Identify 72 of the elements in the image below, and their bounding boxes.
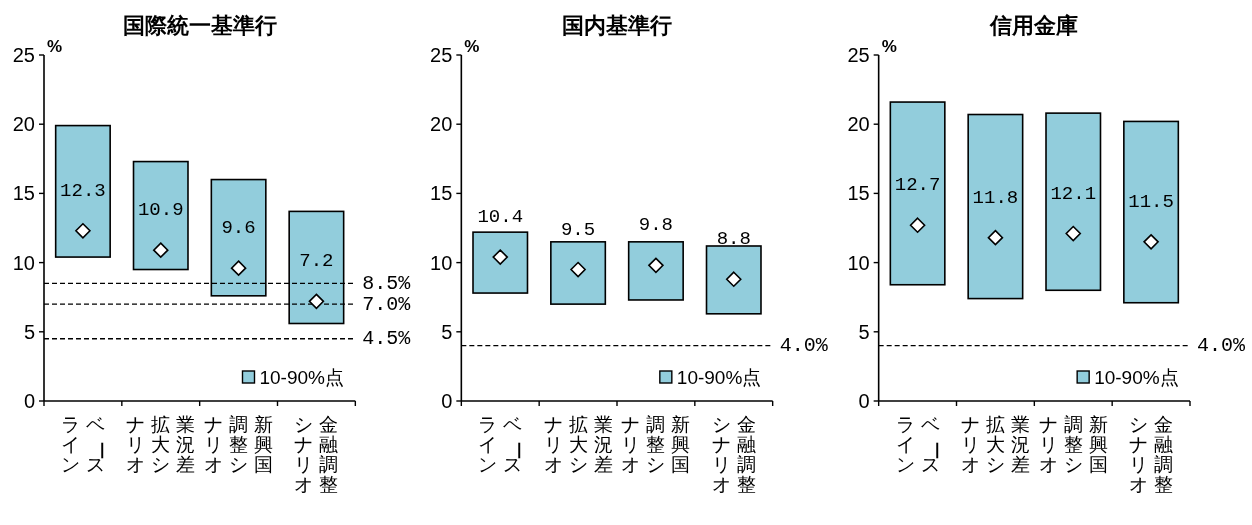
y-tick-label: 10 [12,251,35,274]
ref-line-label: 8.5% [362,271,412,295]
data-label: 7.2 [299,250,334,273]
data-label: 8.8 [716,228,751,251]
point [308,293,325,310]
category-label: 業況差拡大シナリオ [543,413,613,475]
point [987,229,1004,246]
bar [550,241,607,305]
chart-title: 信用金庫 [989,13,1079,38]
bar [889,101,946,286]
y-tick-label: 20 [430,113,453,136]
y-axis-title: % [464,37,480,56]
category-label: 業況差拡大シナリオ [126,413,196,475]
y-tick-label: 20 [847,113,870,136]
data-label: 10.4 [477,206,524,229]
y-tick-label: 0 [858,390,870,412]
y-tick-label: 5 [858,320,870,343]
ref-line-label: 4.5% [362,327,412,351]
y-tick-label: 25 [847,44,870,66]
y-tick-label: 5 [23,320,35,343]
bar [1045,112,1102,292]
y-tick-label: 25 [12,44,35,66]
y-tick-label: 15 [430,182,453,205]
category-label: 金融調整シナリオ [1129,413,1174,495]
bar [54,124,111,258]
ref-line-label: 7.0% [362,292,412,316]
bar [705,245,762,315]
data-label: 12.1 [1050,182,1097,205]
ref-line-label: 4.0% [1197,334,1247,358]
bar [627,241,684,301]
category-label: 新興国調整シナリオ [621,413,691,475]
ref-line-label: 4.0% [779,334,829,358]
point [1065,225,1082,242]
y-tick-label: 25 [430,44,453,66]
y-tick-label: 0 [441,390,453,412]
data-label: 11.5 [1128,190,1174,213]
legend-label: 10-90%点 [676,366,762,388]
category-label: 新興国調整シナリオ [204,413,274,475]
y-tick-label: 0 [23,390,35,412]
point [725,271,742,288]
y-tick-label: 15 [12,182,35,205]
y-axis-title: % [47,37,63,56]
y-tick-label: 5 [441,320,453,343]
chart-title: 国内基準行 [562,13,672,38]
point [152,242,169,258]
point [230,260,247,276]
data-label: 12.7 [894,174,941,197]
data-label: 10.9 [137,199,184,222]
category-label: 業況差拡大シナリオ [960,413,1030,475]
category-label: 金融調整シナリオ [711,413,756,495]
legend-label: 10-90%点 [1094,366,1179,388]
category-label: 金融調整シナリオ [294,413,339,495]
data-label: 9.8 [638,214,674,237]
y-tick-label: 10 [847,251,870,274]
point [75,222,91,239]
bar [967,113,1024,300]
point [909,217,926,234]
bar [472,231,529,294]
y-tick-label: 20 [12,113,35,136]
y-tick-label: 15 [847,182,870,205]
bar [132,160,189,271]
chart-title: 国際統一基準行 [122,13,277,38]
y-tick-label: 10 [430,251,453,274]
category-label: 新興国調整シナリオ [1038,413,1108,475]
data-label: 9.6 [221,217,256,240]
data-label: 9.5 [560,218,596,241]
bar [1123,120,1180,304]
data-label: 11.8 [972,186,1019,209]
data-label: 12.3 [60,179,106,202]
legend-label: 10-90%点 [259,366,344,388]
point [1143,234,1159,250]
y-axis-title: % [881,37,897,56]
